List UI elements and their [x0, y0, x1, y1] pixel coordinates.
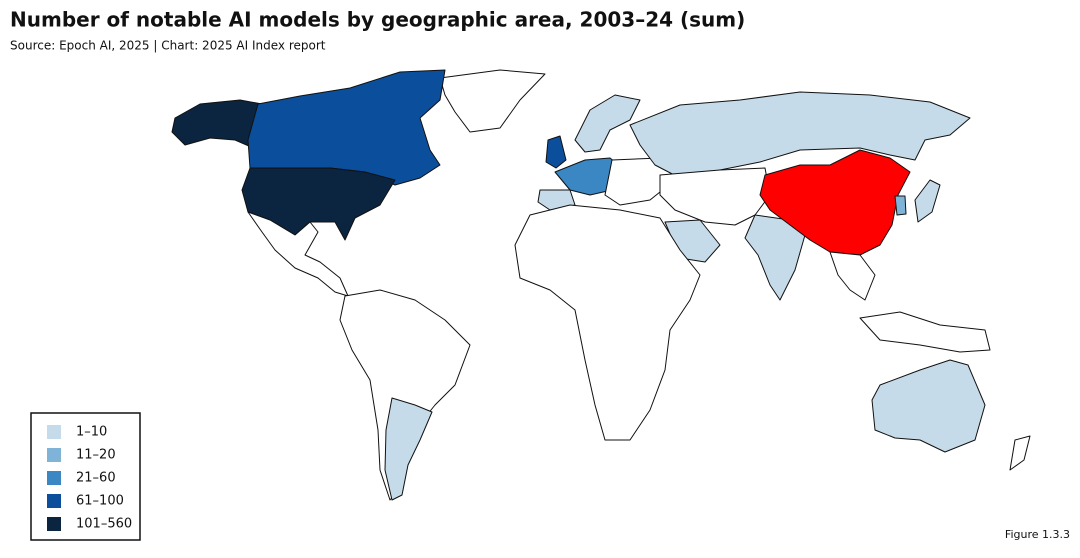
land — [659, 167, 771, 226]
land — [759, 149, 911, 256]
land — [439, 69, 546, 133]
world-map — [171, 69, 1031, 501]
legend-swatch — [47, 494, 61, 508]
land — [247, 211, 349, 297]
land — [914, 179, 941, 223]
legend-label: 101–560 — [76, 517, 132, 532]
land — [574, 94, 641, 153]
land — [1009, 435, 1031, 471]
land — [171, 99, 263, 151]
legend-label: 11–20 — [76, 448, 116, 463]
legend-label: 1–10 — [76, 425, 107, 440]
legend: 1–10 11–20 21–60 61–100 101–560 — [30, 412, 141, 541]
legend-label: 21–60 — [76, 471, 116, 486]
land — [514, 204, 701, 441]
legend-swatch — [47, 517, 61, 531]
figure-label: Figure 1.3.3 — [1005, 528, 1070, 541]
legend-label: 61–100 — [76, 494, 124, 509]
land — [871, 359, 986, 453]
source: Source: Epoch AI, 2025 | Chart: 2025 AI … — [10, 39, 326, 53]
legend-swatch — [47, 425, 61, 439]
land — [384, 397, 433, 501]
legend-swatch — [47, 448, 61, 462]
land — [859, 311, 991, 353]
land — [894, 195, 907, 216]
legend-swatch — [47, 471, 61, 485]
title: Number of notable AI models by geographi… — [10, 8, 745, 32]
land — [545, 135, 567, 169]
land — [829, 251, 876, 301]
